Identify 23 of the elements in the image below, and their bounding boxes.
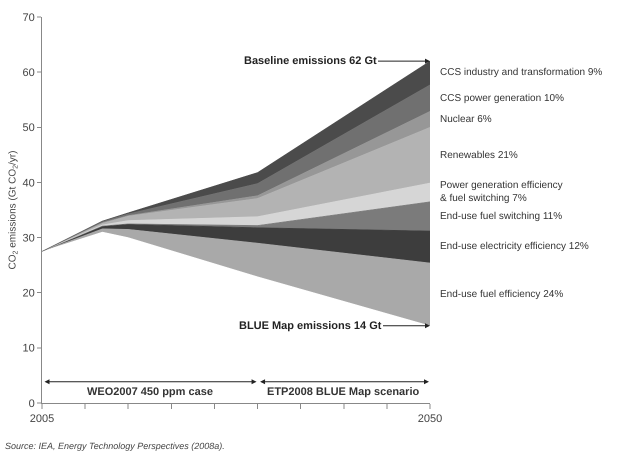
y-tick-label: 70 bbox=[22, 12, 35, 24]
series-label: CCS industry and transformation 9% bbox=[440, 67, 602, 78]
y-tick-label: 10 bbox=[22, 342, 35, 355]
y-tick-label: 20 bbox=[22, 288, 35, 300]
annotation: BLUE Map emissions 14 Gt bbox=[239, 320, 382, 332]
series-label: End-use fuel switching 11% bbox=[440, 211, 562, 222]
annotation: WEO2007 450 ppm case bbox=[87, 386, 213, 398]
annotation: Baseline emissions 62 Gt bbox=[244, 55, 378, 67]
annotation: ETP2008 BLUE Map scenario bbox=[267, 386, 420, 398]
y-tick-label: 0 bbox=[28, 398, 35, 410]
y-tick-label: 30 bbox=[22, 232, 35, 244]
source-note: Source: IEA, Energy Technology Perspectives (2008a). bbox=[5, 441, 225, 451]
y-tick-label: 50 bbox=[22, 122, 35, 134]
y-tick-label: 40 bbox=[22, 177, 35, 190]
series-label: Renewables 21% bbox=[440, 150, 518, 161]
x-tick-label: 2005 bbox=[30, 413, 54, 426]
series-label: End-use fuel efficiency 24% bbox=[440, 289, 564, 300]
series-label: End-use electricity efficiency 12% bbox=[440, 241, 589, 252]
series-label: CCS power generation 10% bbox=[440, 93, 564, 104]
series-label: Nuclear 6% bbox=[440, 114, 492, 125]
series-label: Power generation efficiency & fuel switching 7% bbox=[440, 180, 563, 204]
x-tick-label: 2050 bbox=[418, 413, 442, 426]
y-tick-label: 60 bbox=[22, 66, 35, 79]
